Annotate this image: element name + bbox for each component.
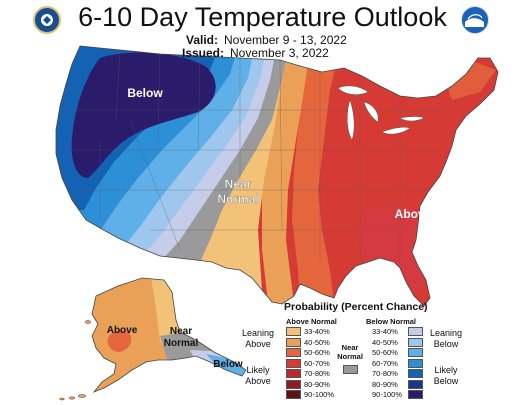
- noaa-logo-icon: [461, 6, 489, 34]
- ak-label-above: Above: [107, 325, 138, 336]
- ak-label-near-2: Normal: [164, 338, 199, 349]
- above-bin-swatch: [286, 358, 301, 368]
- legend-likely-below: Likely Below: [426, 365, 466, 387]
- valid-label: Valid:: [186, 33, 219, 47]
- valid-line: Valid: November 9 - 13, 2022: [186, 33, 347, 47]
- legend: Probability (Percent Chance) Above Norma…: [238, 301, 466, 401]
- below-bin-label: 80-90%: [372, 379, 398, 389]
- legend-leaning-below: Leaning Below: [426, 328, 466, 350]
- above-bin-label: 40-50%: [304, 337, 330, 347]
- above-bin-label: 70-80%: [304, 369, 330, 378]
- above-bin-swatch: [286, 390, 301, 399]
- leaning-above-line2: Above: [245, 339, 271, 349]
- below-bin-swatch: [408, 390, 423, 399]
- legend-swatch-near: [343, 365, 358, 374]
- legend-below-head: Below Normal: [366, 317, 417, 326]
- above-bin-label: 33-40%: [304, 327, 330, 336]
- issued-value: November 3, 2022: [230, 46, 329, 60]
- below-bin-label: 90-100%: [372, 390, 403, 399]
- near-head-line1: Near: [341, 343, 359, 352]
- legend-title: Probability (Percent Chance): [284, 301, 428, 313]
- above-bin-label: 50-60%: [304, 348, 330, 357]
- likely-below-line2: Below: [433, 376, 459, 386]
- legend-leaning-above: Leaning Above: [238, 328, 278, 350]
- map-label-near-normal-1: Near: [225, 177, 252, 191]
- likely-above-line2: Above: [245, 376, 271, 386]
- issued-line: Issued: November 3, 2022: [182, 46, 329, 60]
- valid-value: November 9 - 13, 2022: [224, 33, 347, 47]
- likely-below-line1: Likely: [434, 365, 458, 375]
- legend-above-head: Above Normal: [286, 317, 337, 326]
- likely-above-line1: Likely: [246, 365, 270, 375]
- near-head-line2: Normal: [337, 352, 363, 361]
- below-bin-swatch: [408, 379, 423, 389]
- above-bin-label: 90-100%: [304, 390, 335, 399]
- below-bin-swatch: [408, 327, 423, 336]
- issued-label: Issued:: [182, 46, 225, 60]
- map-label-near-normal-2: Normal: [217, 192, 258, 206]
- leaning-above-line1: Leaning: [241, 328, 275, 338]
- leaning-below-line1: Leaning: [429, 328, 463, 338]
- below-bin-swatch: [408, 337, 423, 347]
- great-lakes: [337, 85, 425, 141]
- above-bin-swatch: [286, 348, 301, 357]
- below-bin-label: 60-70%: [372, 358, 398, 368]
- legend-likely-above: Likely Above: [238, 365, 278, 387]
- alaska-map: [59, 277, 247, 401]
- above-bin-swatch: [286, 369, 301, 378]
- legend-near-head: Near Normal: [335, 343, 365, 361]
- page-title: 6-10 Day Temperature Outlook: [78, 2, 447, 32]
- conus-map: [55, 45, 499, 307]
- ak-label-near-1: Near: [170, 326, 192, 337]
- below-bin-label: 40-50%: [372, 337, 398, 347]
- above-bin-label: 60-70%: [304, 358, 330, 368]
- above-bin-label: 80-90%: [304, 379, 330, 389]
- below-bin-label: 33-40%: [372, 327, 398, 336]
- map-label-below: Below: [127, 86, 163, 100]
- aleutian-islands: [59, 320, 92, 401]
- below-bin-label: 50-60%: [372, 348, 398, 357]
- above-bin-swatch: [286, 327, 301, 336]
- doc-seal-icon: [33, 6, 61, 34]
- above-bin-swatch: [286, 379, 301, 389]
- leaning-below-line2: Below: [433, 339, 459, 349]
- below-bin-swatch: [408, 348, 423, 357]
- above-bin-swatch: [286, 337, 301, 347]
- map-label-above: Above: [395, 207, 432, 221]
- below-bin-swatch: [408, 358, 423, 368]
- below-bin-swatch: [408, 369, 423, 378]
- below-bin-label: 70-80%: [372, 369, 398, 378]
- ak-label-below: Below: [213, 359, 243, 370]
